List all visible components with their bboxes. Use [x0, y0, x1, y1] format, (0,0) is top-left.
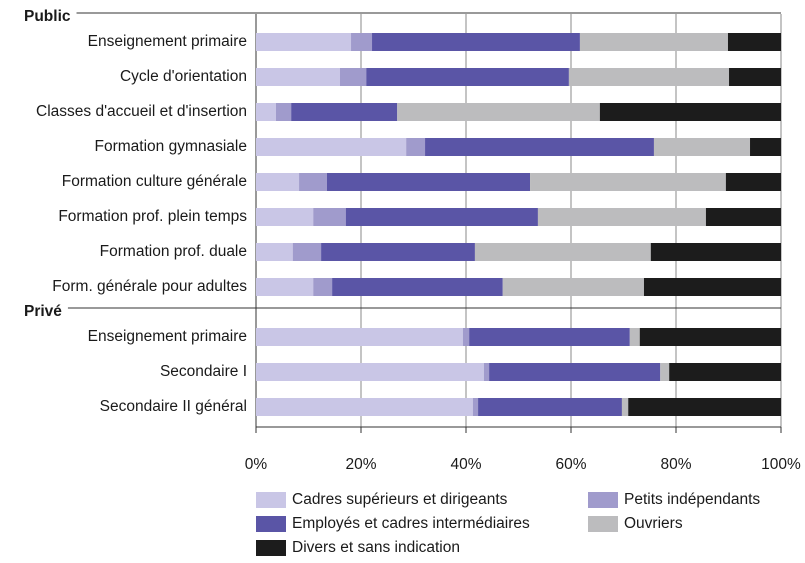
bar-segment	[628, 398, 781, 416]
y-tick-label: Formation prof. plein temps	[58, 208, 247, 225]
bar-segment	[321, 243, 475, 261]
bar-segment	[462, 328, 470, 346]
bar-segment	[345, 208, 538, 226]
bar-segment	[650, 243, 781, 261]
bar-segment	[489, 363, 661, 381]
bar-segment	[729, 68, 781, 86]
y-tick-label: Formation prof. duale	[100, 243, 247, 260]
bar-segment	[599, 103, 781, 121]
bar-segment	[291, 103, 398, 121]
y-tick-label: Enseignement primaire	[88, 328, 247, 345]
bar-segment	[425, 138, 654, 156]
bar-segment	[725, 173, 781, 191]
x-tick-label: 100%	[761, 456, 801, 473]
bar-segment	[256, 398, 473, 416]
legend-swatch	[588, 492, 618, 508]
bar-segment	[313, 278, 333, 296]
bar-segment	[256, 33, 352, 51]
bar-segment	[660, 363, 670, 381]
bar-segment	[256, 278, 314, 296]
bar-segment	[653, 138, 751, 156]
x-tick-label: 80%	[660, 456, 691, 473]
bar-segment	[483, 363, 490, 381]
legend-swatch	[256, 516, 286, 532]
bar-segment	[502, 278, 644, 296]
y-tick-label: Secondaire I	[160, 363, 247, 380]
x-tick-label: 0%	[245, 456, 268, 473]
bar-segment	[275, 103, 292, 121]
y-tick-label: Cycle d'orientation	[120, 68, 247, 85]
bar-segment	[669, 363, 781, 381]
bar-segment	[639, 328, 781, 346]
x-tick-label: 20%	[345, 456, 376, 473]
y-tick-label: Secondaire II général	[100, 398, 247, 415]
bar-segment	[332, 278, 503, 296]
bar-segment	[643, 278, 781, 296]
y-tick-label: Enseignement primaire	[88, 33, 247, 50]
bar-segment	[397, 103, 600, 121]
bar-segment	[256, 68, 340, 86]
y-tick-label: Classes d'accueil et d'insertion	[36, 103, 247, 120]
legend-label: Petits indépendants	[624, 491, 760, 508]
bar-segment	[256, 243, 293, 261]
bar-segment	[472, 398, 479, 416]
bar-segment	[629, 328, 640, 346]
bar-segment	[292, 243, 322, 261]
bar-segment	[372, 33, 580, 51]
bar-segment	[568, 68, 730, 86]
bar-segment	[406, 138, 426, 156]
bar-segment	[340, 68, 367, 86]
y-tick-label: Formation culture générale	[62, 173, 247, 190]
bar-segment	[256, 208, 314, 226]
bar-segment	[579, 33, 728, 51]
group-header: Privé	[24, 303, 62, 320]
legend-label: Employés et cadres intermédiaires	[292, 515, 530, 532]
legend-label: Ouvriers	[624, 515, 683, 532]
bar-segment	[537, 208, 706, 226]
bar-segment	[313, 208, 346, 226]
bar-segment	[256, 138, 407, 156]
y-tick-label: Form. générale pour adultes	[52, 278, 247, 295]
bar-segment	[750, 138, 781, 156]
bar-segment	[256, 363, 484, 381]
bar-segment	[469, 328, 630, 346]
x-tick-label: 40%	[450, 456, 481, 473]
bar-segment	[366, 68, 569, 86]
bar-segment	[474, 243, 651, 261]
x-tick-label: 60%	[555, 456, 586, 473]
legend-label: Divers et sans indication	[292, 539, 460, 556]
legend-swatch	[588, 516, 618, 532]
bar-segment	[530, 173, 726, 191]
bar-segment	[256, 328, 463, 346]
bar-segment	[351, 33, 373, 51]
legend-swatch	[256, 492, 286, 508]
bar-segment	[256, 173, 300, 191]
legend-swatch	[256, 540, 286, 556]
group-header: Public	[24, 8, 71, 25]
bar-segment	[621, 398, 629, 416]
bar-segment	[727, 33, 781, 51]
bar-segment	[478, 398, 622, 416]
bar-segment	[256, 103, 276, 121]
bar-segment	[326, 173, 531, 191]
bar-segment	[299, 173, 327, 191]
bar-segment	[705, 208, 781, 226]
legend-label: Cadres supérieurs et dirigeants	[292, 491, 508, 508]
y-tick-label: Formation gymnasiale	[95, 138, 247, 155]
